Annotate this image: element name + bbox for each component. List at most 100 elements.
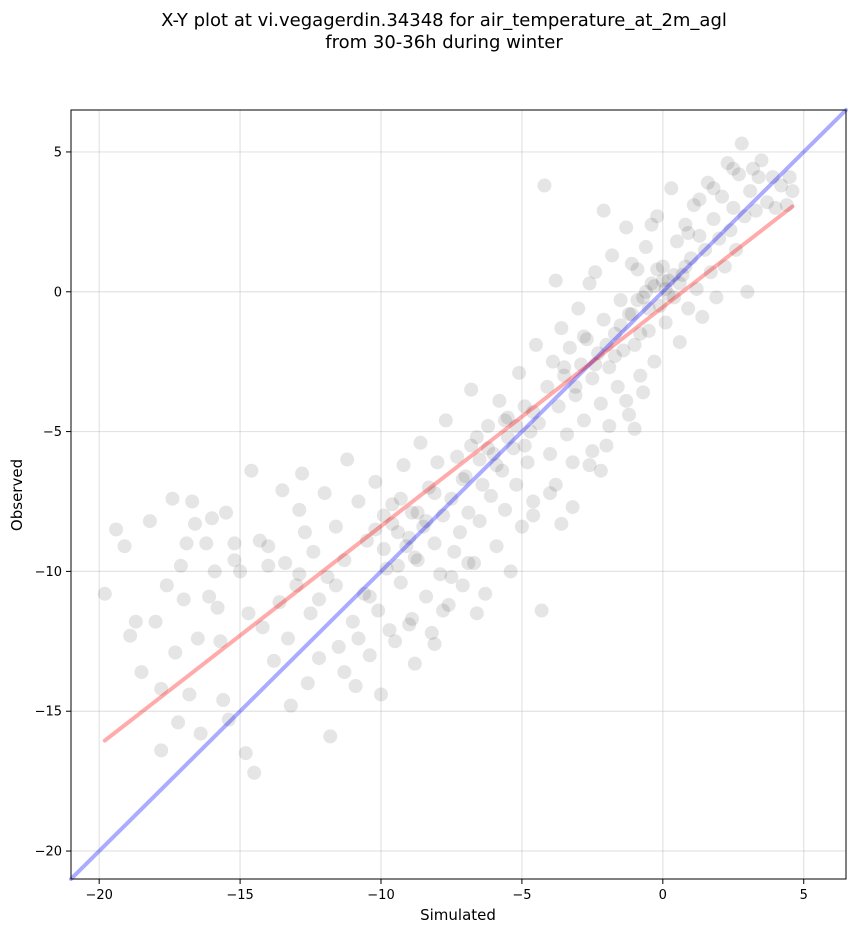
data-point [554, 321, 569, 336]
data-point [630, 262, 645, 277]
data-point [317, 486, 332, 501]
data-point [427, 637, 442, 652]
data-point [743, 184, 758, 199]
x-tick-label: −20 [85, 888, 112, 903]
data-point [596, 203, 611, 218]
data-point [486, 446, 501, 461]
data-points [97, 136, 800, 780]
data-point [678, 259, 693, 274]
data-point [247, 765, 262, 780]
data-point [489, 458, 504, 473]
data-point [441, 597, 456, 612]
data-point [545, 354, 560, 369]
data-point [173, 558, 188, 573]
data-point [303, 606, 318, 621]
data-point [188, 516, 202, 531]
data-point [599, 337, 614, 352]
data-point [726, 200, 741, 215]
data-point [300, 676, 315, 691]
data-point [312, 592, 326, 607]
data-point [362, 589, 377, 604]
data-point [427, 486, 442, 501]
x-tick-label: −15 [226, 888, 253, 903]
data-point [182, 687, 197, 702]
data-point [593, 463, 608, 478]
data-point [740, 284, 755, 299]
data-point [551, 399, 566, 414]
data-point [436, 508, 450, 523]
data-point [455, 578, 470, 593]
data-point [261, 558, 276, 573]
data-point [393, 491, 408, 506]
data-point [450, 449, 465, 464]
data-point [481, 418, 496, 433]
data-point [481, 441, 496, 456]
data-point [627, 337, 642, 352]
data-point [633, 368, 648, 383]
data-point [461, 505, 476, 520]
data-point [275, 483, 290, 498]
data-point [650, 262, 665, 277]
data-point [655, 259, 670, 274]
data-point [582, 276, 597, 291]
data-point [421, 480, 436, 495]
data-point [469, 606, 484, 621]
data-point [323, 729, 338, 744]
data-point [509, 477, 524, 492]
data-point [331, 639, 346, 654]
data-point [204, 511, 219, 526]
data-point [134, 665, 149, 680]
data-point [221, 712, 236, 727]
data-point [760, 195, 775, 210]
data-point [537, 178, 552, 193]
data-point [568, 379, 583, 394]
data-point [430, 455, 445, 470]
data-point [720, 156, 735, 171]
data-point [585, 444, 600, 459]
data-point [647, 279, 662, 294]
data-point [495, 463, 510, 478]
data-point [419, 589, 434, 604]
data-point [202, 589, 217, 604]
data-point [684, 251, 698, 266]
data-point [328, 578, 343, 593]
y-tick-label: 5 [54, 145, 62, 160]
data-point [399, 539, 414, 554]
data-point [171, 715, 186, 730]
data-point [774, 178, 789, 193]
data-point [207, 564, 222, 579]
data-point [644, 276, 659, 291]
data-point [557, 368, 572, 383]
data-point [467, 556, 481, 571]
data-point [419, 514, 434, 529]
data-point [636, 290, 651, 305]
data-point [390, 525, 405, 540]
data-point [664, 181, 679, 196]
y-tick-label: −10 [35, 565, 62, 580]
data-point [357, 586, 372, 601]
data-point [410, 505, 425, 520]
data-point [658, 281, 673, 296]
data-point [500, 430, 515, 445]
data-point [579, 332, 594, 347]
data-point [588, 357, 603, 372]
data-point [526, 508, 541, 523]
y-tick-label: −5 [43, 425, 62, 440]
data-point [785, 184, 800, 199]
axis-ticks: −20 −15 −10 −5 0 5 −20 −15 −10 −5 0 5 [35, 145, 808, 903]
data-point [368, 474, 383, 489]
data-point [444, 491, 459, 506]
data-point [159, 578, 174, 593]
data-point [698, 242, 713, 257]
data-point [340, 452, 355, 467]
data-point [388, 634, 403, 649]
plot-frame [70, 109, 847, 880]
data-point [526, 405, 541, 420]
data-point [534, 603, 549, 618]
data-point [306, 544, 321, 559]
data-point [452, 525, 467, 540]
data-point [464, 438, 479, 453]
data-point [402, 617, 417, 632]
data-point [540, 379, 555, 394]
